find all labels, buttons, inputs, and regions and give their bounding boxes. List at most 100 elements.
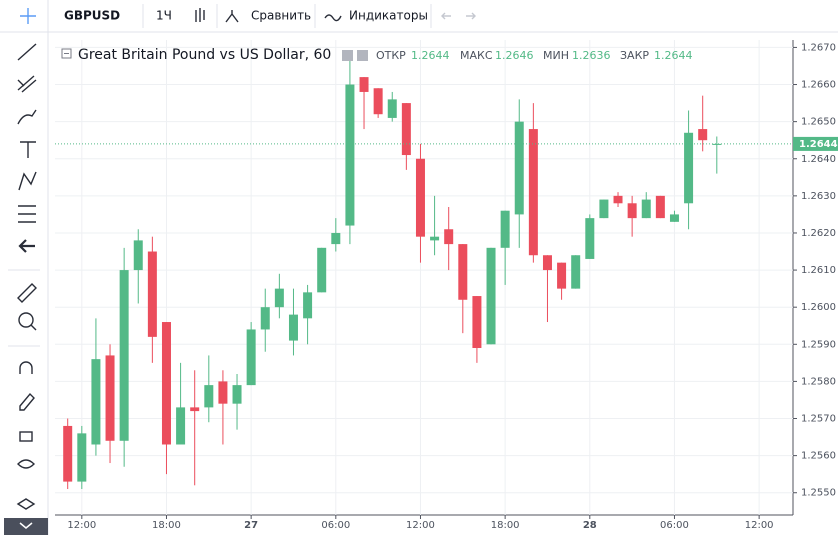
trendline-tool[interactable] — [17, 43, 37, 61]
legend-label: ЗАКР — [620, 49, 649, 62]
y-tick-label: 1.2630 — [801, 191, 836, 202]
y-tick-label: 1.2640 — [801, 154, 836, 165]
visibility-tool[interactable] — [17, 459, 35, 469]
candle-body — [458, 244, 468, 300]
undo-redo[interactable] — [441, 12, 476, 20]
layers-tool[interactable] — [16, 498, 36, 510]
candle-body — [698, 129, 708, 141]
candle-body — [669, 214, 679, 222]
y-tick-label: 1.2590 — [801, 339, 836, 350]
y-tick-label: 1.2560 — [801, 451, 836, 462]
collapse-button[interactable] — [4, 518, 48, 535]
candle-body — [176, 407, 186, 445]
symbol[interactable]: GBPUSD — [64, 9, 120, 23]
candle-body — [218, 381, 228, 404]
candle-body — [232, 385, 242, 404]
candle-body — [641, 199, 651, 219]
candle-body — [655, 195, 665, 219]
y-tick-label: 1.2610 — [801, 265, 836, 276]
legend-label: МИН — [543, 49, 569, 62]
legend-button[interactable] — [357, 50, 368, 61]
candle-body — [190, 407, 200, 412]
crosshair-icon[interactable] — [20, 8, 36, 24]
chart-type-icon[interactable] — [195, 8, 205, 22]
candle-body — [712, 143, 722, 145]
candle-body — [599, 199, 609, 219]
candle-body — [684, 132, 694, 204]
candle-body — [147, 251, 157, 337]
candle-body — [274, 288, 284, 308]
x-tick-label: 28 — [583, 520, 597, 531]
candle-body — [486, 247, 496, 345]
measure-tool[interactable] — [17, 283, 37, 303]
candle-body — [105, 355, 115, 441]
candle-body — [119, 270, 129, 441]
last-price-box — [793, 136, 838, 151]
candle-body — [77, 433, 87, 482]
left-toolbar — [4, 43, 48, 535]
candle-body — [91, 359, 101, 445]
candle-body — [514, 121, 524, 215]
brush-tool[interactable] — [17, 109, 37, 125]
legend-value: 1.2644 — [411, 49, 450, 62]
magnet-tool[interactable] — [19, 361, 33, 374]
x-tick-label: 06:00 — [660, 520, 689, 531]
y-tick-label: 1.2620 — [801, 228, 836, 239]
candle-body — [444, 229, 454, 245]
fib-tool[interactable] — [17, 75, 37, 93]
zoom-tool-handle — [30, 324, 37, 331]
back-tool[interactable] — [18, 239, 35, 253]
x-tick-label: 18:00 — [491, 520, 520, 531]
draw-mode-tool[interactable] — [19, 392, 35, 411]
candle-body — [571, 255, 581, 289]
candle-body — [528, 129, 538, 256]
x-tick-label: 12:00 — [67, 520, 96, 531]
candle-body — [627, 203, 637, 219]
collapse-legend[interactable] — [61, 48, 72, 59]
indicators-button[interactable]: Индикаторы — [349, 9, 428, 23]
candle-body — [288, 314, 298, 341]
compare-button[interactable]: Сравнить — [251, 9, 311, 23]
lock-tool[interactable] — [19, 431, 33, 442]
candle-body — [303, 292, 313, 319]
candle-body — [63, 425, 73, 482]
legend-label: ОТКР — [376, 49, 406, 62]
plot — [55, 58, 793, 490]
y-tick-label: 1.2660 — [801, 80, 836, 91]
candle-body — [345, 84, 355, 226]
candle-body — [387, 99, 397, 118]
candle-body — [542, 255, 552, 271]
candle-body — [500, 210, 510, 248]
indicators-icon[interactable] — [324, 14, 342, 22]
zoom-tool[interactable] — [18, 312, 34, 328]
candle-body — [557, 262, 567, 289]
text-tool[interactable] — [20, 141, 36, 158]
compare-icon[interactable] — [225, 10, 239, 23]
candle-body — [161, 322, 171, 445]
candle-body — [246, 329, 256, 386]
candle-body — [585, 218, 595, 259]
y-tick-label: 1.2550 — [801, 488, 836, 499]
candle-body — [415, 158, 425, 237]
candle-body — [331, 232, 341, 245]
prediction-tool[interactable] — [18, 205, 36, 223]
x-tick-label: 27 — [244, 520, 258, 531]
y-tick-label: 1.2580 — [801, 376, 836, 387]
legend-button[interactable] — [342, 50, 353, 61]
legend-value: 1.2646 — [495, 49, 534, 62]
candle-body — [133, 240, 143, 271]
y-tick-label: 1.2570 — [801, 414, 836, 425]
y-tick-label: 1.2600 — [801, 302, 836, 313]
last-price-label: 1.2644 — [799, 139, 838, 150]
candle-body — [472, 296, 482, 349]
legend-label: МАКС — [460, 49, 493, 62]
candle-body — [430, 236, 440, 241]
x-tick-label: 06:00 — [321, 520, 350, 531]
interval[interactable]: 1Ч — [156, 9, 172, 23]
x-tick-label: 18:00 — [152, 520, 181, 531]
legend-value: 1.2636 — [572, 49, 611, 62]
pattern-tool[interactable] — [18, 171, 37, 191]
collapse-arrow — [19, 522, 33, 529]
